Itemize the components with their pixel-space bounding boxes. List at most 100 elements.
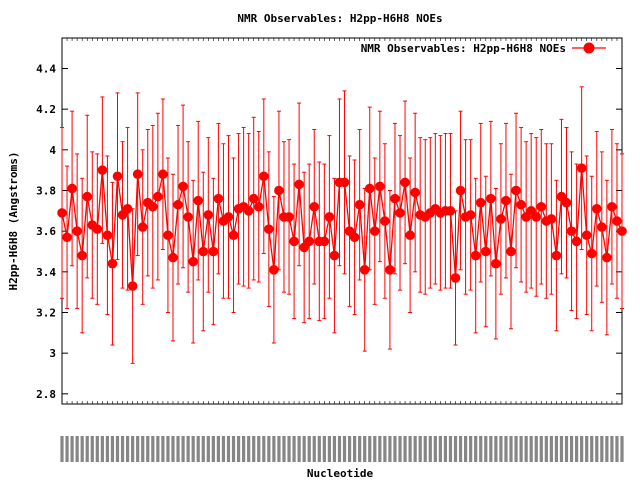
data-point xyxy=(385,265,395,275)
x-tick-label xyxy=(489,436,493,462)
x-tick-label xyxy=(171,436,175,462)
x-tick-label xyxy=(151,436,155,462)
y-tick-label: 3 xyxy=(49,347,56,360)
data-point xyxy=(127,281,138,291)
data-points xyxy=(57,163,627,291)
x-tick-label xyxy=(252,436,256,462)
x-tick-label xyxy=(120,436,125,462)
x-tick-label xyxy=(474,436,478,462)
data-point xyxy=(269,265,279,275)
x-tick-label xyxy=(600,436,604,462)
data-point xyxy=(289,236,299,247)
data-point xyxy=(77,250,87,261)
x-tick-label xyxy=(383,436,387,462)
data-point xyxy=(248,193,259,204)
y-tick-label: 4.2 xyxy=(36,103,56,116)
data-point xyxy=(566,226,577,236)
x-tick-label xyxy=(373,436,377,462)
data-point xyxy=(364,183,375,194)
x-tick-label xyxy=(146,436,150,462)
data-point xyxy=(228,230,239,241)
y-tick-label: 3.4 xyxy=(36,266,56,279)
data-point xyxy=(561,197,572,208)
x-tick-label xyxy=(166,436,170,462)
data-point xyxy=(455,185,466,196)
data-point xyxy=(546,214,557,224)
data-point xyxy=(137,222,148,232)
x-tick-label xyxy=(282,436,286,462)
x-tick-label xyxy=(247,436,251,462)
x-tick-label xyxy=(438,436,442,462)
x-tick-label xyxy=(60,436,64,462)
data-point xyxy=(359,265,370,275)
data-point xyxy=(304,236,315,247)
data-point xyxy=(506,246,516,257)
data-point xyxy=(173,199,183,210)
x-tick-label xyxy=(464,436,468,462)
data-point xyxy=(132,169,143,180)
data-point xyxy=(576,163,587,173)
x-tick-label xyxy=(257,436,261,462)
data-point xyxy=(168,252,178,263)
x-tick-label xyxy=(277,436,281,462)
data-point xyxy=(274,185,284,196)
data-point xyxy=(264,224,274,234)
x-tick-label xyxy=(574,436,579,462)
x-tick-label xyxy=(443,436,448,462)
data-point xyxy=(380,216,390,226)
x-tick-label xyxy=(428,436,432,462)
x-tick-label xyxy=(342,436,347,462)
data-point xyxy=(410,187,420,198)
data-point xyxy=(153,191,163,202)
x-tick-label xyxy=(226,436,231,462)
x-tick-label xyxy=(100,436,104,462)
x-tick-label xyxy=(544,436,548,462)
data-point xyxy=(612,216,622,226)
x-tick-label xyxy=(115,436,120,462)
data-point xyxy=(501,195,511,206)
x-tick-label xyxy=(287,436,291,462)
x-tick-label xyxy=(136,436,140,462)
data-point xyxy=(597,222,607,232)
data-point xyxy=(208,246,219,257)
x-axis xyxy=(60,38,624,462)
x-tick-label xyxy=(161,436,165,462)
x-tick-label xyxy=(433,436,437,462)
x-tick-label xyxy=(524,436,528,462)
data-point xyxy=(445,206,456,216)
x-tick-label xyxy=(534,436,538,462)
x-tick-label xyxy=(322,436,326,462)
y-axis-label: H2pp-H6H8 (Angstroms) xyxy=(7,151,20,290)
x-tick-label xyxy=(423,436,427,462)
data-point xyxy=(259,171,269,182)
y-tick-label: 2.8 xyxy=(36,388,56,401)
x-tick-label xyxy=(317,436,321,462)
data-point xyxy=(470,250,481,261)
x-tick-label xyxy=(564,436,569,462)
data-point xyxy=(511,185,521,196)
x-tick-label xyxy=(403,436,407,462)
y-tick-label: 3.6 xyxy=(36,225,56,238)
data-point xyxy=(531,212,542,222)
x-tick-label xyxy=(196,436,200,462)
data-point xyxy=(486,193,496,204)
data-point xyxy=(253,201,264,212)
x-tick-label xyxy=(605,436,609,462)
data-point xyxy=(188,256,198,267)
x-tick-label xyxy=(262,436,266,462)
x-tick-label xyxy=(90,436,94,462)
x-tick-label xyxy=(191,436,195,462)
data-point xyxy=(581,230,592,241)
data-point xyxy=(158,169,168,180)
data-point xyxy=(178,181,188,192)
data-point xyxy=(480,246,491,257)
x-tick-label xyxy=(70,436,74,462)
x-tick-label xyxy=(80,436,84,462)
data-point xyxy=(450,273,461,283)
data-point xyxy=(607,201,617,212)
x-tick-label xyxy=(186,436,190,462)
data-point xyxy=(294,179,304,190)
x-tick-label xyxy=(469,436,473,462)
data-point xyxy=(62,232,72,243)
